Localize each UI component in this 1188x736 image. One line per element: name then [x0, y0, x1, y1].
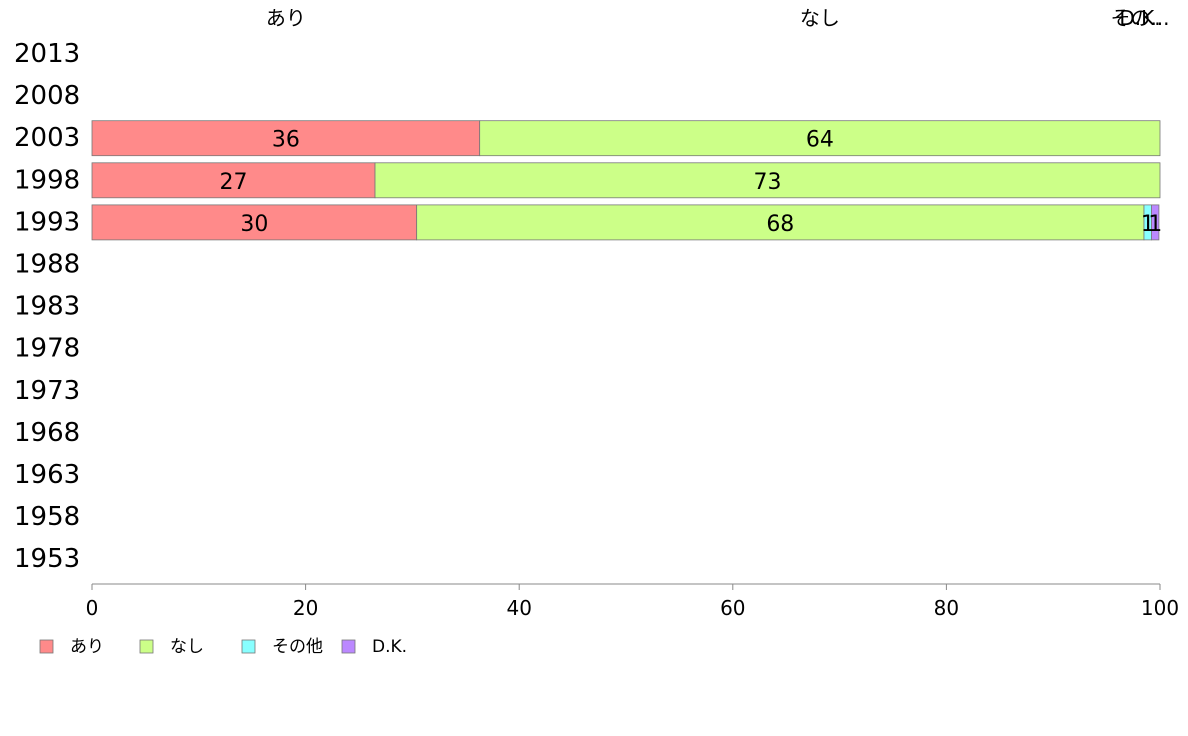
y-tick-label: 1973	[14, 376, 80, 406]
bar-segment	[91, 204, 418, 241]
y-tick-label: 1968	[14, 418, 80, 448]
data-label: 68	[766, 212, 794, 237]
data-label: 73	[754, 170, 782, 195]
legend-swatch	[341, 639, 356, 654]
bar-segment	[91, 120, 481, 157]
x-tick-label: 100	[1141, 596, 1179, 620]
y-tick-label: 1993	[14, 207, 80, 237]
y-tick-label: 1978	[14, 334, 80, 364]
bar-segment	[416, 204, 1145, 241]
data-label: 64	[806, 128, 834, 153]
y-tick-label: 1998	[14, 165, 80, 195]
bar-segment	[1151, 204, 1160, 241]
top-category-label: あり	[266, 6, 306, 30]
legend-swatch	[241, 639, 256, 654]
legend-swatch	[139, 639, 154, 654]
y-tick-label: 1953	[14, 544, 80, 574]
x-tick-label: 80	[934, 596, 959, 620]
x-tick-label: 60	[720, 596, 745, 620]
legend-label: D.K.	[372, 637, 407, 657]
legend-label: なし	[170, 637, 204, 657]
bar-segment	[479, 120, 1161, 157]
y-tick-label: 1958	[14, 502, 80, 532]
legend-label: あり	[70, 637, 104, 657]
x-tick-label: 0	[86, 596, 99, 620]
data-label: 36	[272, 128, 300, 153]
x-tick-label: 40	[506, 596, 531, 620]
data-label: 30	[240, 212, 268, 237]
legend-label: その他	[272, 637, 323, 657]
y-tick-label: 1983	[14, 292, 80, 322]
y-tick-label: 1988	[14, 250, 80, 280]
y-tick-label: 1963	[14, 460, 80, 490]
top-category-label: D.K.	[1119, 6, 1160, 30]
y-tick-label: 2003	[14, 123, 80, 153]
top-category-label: なし	[800, 6, 840, 30]
bar-segment	[374, 162, 1161, 199]
y-tick-label: 2008	[14, 81, 80, 111]
data-label: 27	[220, 170, 248, 195]
data-label: 1	[1148, 212, 1162, 237]
top-category-label: その...	[1110, 6, 1169, 30]
legend-swatch	[39, 639, 54, 654]
y-tick-label: 2013	[14, 39, 80, 69]
x-tick-label: 20	[293, 596, 318, 620]
bar-segment	[91, 162, 376, 199]
